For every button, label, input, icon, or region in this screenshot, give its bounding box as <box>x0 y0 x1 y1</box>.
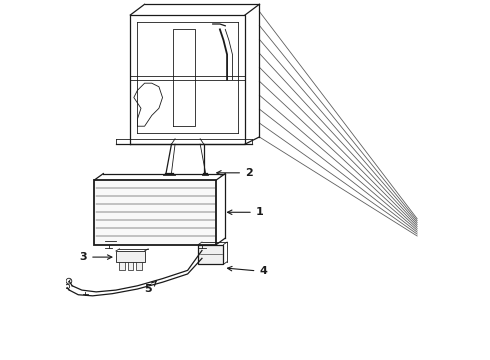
Text: 2: 2 <box>217 168 253 178</box>
Bar <box>198 244 223 264</box>
Bar <box>120 262 125 270</box>
Bar <box>116 251 145 262</box>
Bar <box>128 262 133 270</box>
Text: 4: 4 <box>227 266 267 276</box>
Text: 3: 3 <box>79 252 112 262</box>
Text: 1: 1 <box>227 207 264 217</box>
Text: 5: 5 <box>144 281 157 294</box>
Bar <box>136 262 142 270</box>
Bar <box>95 180 216 244</box>
